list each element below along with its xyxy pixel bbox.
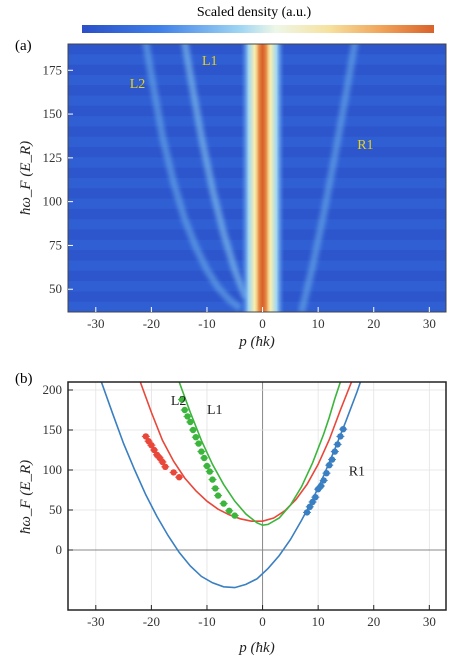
curve-L2 [139, 382, 353, 522]
curve-R1 [100, 382, 362, 589]
data-point-R1 [309, 498, 316, 506]
y-axis-label-a: ħω_F (E_R) [18, 141, 34, 215]
colorbar [82, 25, 434, 33]
y-tick-label-a: 125 [43, 150, 63, 165]
curve-L1 [178, 382, 342, 527]
heatmap-frame [67, 43, 447, 313]
data-point-R1 [339, 426, 347, 433]
heatmap-branch-R1 [298, 44, 359, 312]
panel-b-label: (b) [15, 371, 33, 387]
data-point-R1 [337, 433, 344, 440]
x-tick-label-a: -20 [143, 316, 160, 331]
line-label-L1: L1 [207, 403, 223, 418]
y-tick-label-a: 175 [43, 62, 63, 77]
x-tick-label-a: 30 [423, 316, 436, 331]
y-tick-label-b: 100 [43, 462, 63, 477]
heatmap-branch-L1 [181, 44, 250, 300]
data-point-L1 [195, 440, 202, 447]
plot-area [68, 382, 446, 610]
x-axis-label-a: p (ħk) [238, 334, 274, 350]
data-point-L2 [175, 474, 183, 481]
x-tick-label-b: 20 [367, 614, 380, 629]
data-point-L2 [142, 433, 150, 440]
x-axis-label-b: p (ħk) [238, 640, 274, 656]
y-tick-label-a: 50 [49, 281, 62, 296]
data-point-L1 [214, 492, 222, 499]
data-point-L2 [159, 458, 166, 466]
x-tick-label-b: 10 [312, 614, 325, 629]
data-point-L2 [150, 446, 158, 454]
line-panel: -30 -20 -10 0 10 20 30 0 50 100 150 200 p (ħk) ħω_F… [18, 381, 447, 656]
data-point-R1 [326, 462, 333, 469]
x-tick-label-b: -10 [198, 614, 215, 629]
heatmap-peak-core [258, 44, 267, 312]
y-tick-label-b: 50 [49, 502, 62, 517]
panel-a-label: (a) [15, 38, 32, 54]
line-label-R1: R1 [349, 465, 365, 480]
data-point-R1 [303, 509, 311, 516]
heatmap-branch-L2 [142, 44, 243, 312]
y-axis-label-b: ħω_F (E_R) [18, 460, 34, 534]
y-tick-label-a: 75 [49, 237, 62, 252]
line-label-L2: L2 [171, 394, 187, 409]
data-point-L1 [181, 406, 188, 414]
x-tick-label-b: 30 [423, 614, 436, 629]
data-point-L1 [226, 507, 233, 514]
heatmap-label-L1: L1 [202, 54, 218, 69]
data-point-L2 [162, 463, 169, 470]
data-point-R1 [312, 494, 319, 501]
y-tick-label-b: 200 [43, 382, 63, 397]
y-tick-label-a: 100 [43, 194, 63, 209]
x-tick-label-a: -10 [198, 316, 215, 331]
data-point-L1 [189, 426, 197, 434]
data-point-L1 [198, 448, 205, 455]
data-point-L1 [206, 468, 213, 475]
data-point-L1 [192, 434, 200, 441]
data-point-L1 [200, 454, 208, 462]
data-point-R1 [334, 441, 341, 448]
x-tick-label-b: 0 [259, 614, 266, 629]
data-point-L1 [212, 485, 219, 492]
y-tick-label-b: 150 [43, 422, 63, 437]
data-point-R1 [306, 503, 314, 510]
data-point-L1 [220, 500, 227, 507]
data-point-L1 [203, 462, 211, 470]
y-tick-label-a: 150 [43, 106, 63, 121]
data-point-L1 [187, 418, 194, 426]
data-point-L1 [209, 476, 216, 483]
data-point-R1 [328, 456, 336, 463]
data-point-L1 [184, 413, 191, 420]
x-tick-label-a: 20 [367, 316, 380, 331]
data-point-R1 [317, 482, 325, 490]
x-tick-label-b: -30 [87, 614, 104, 629]
y-tick-label-b: 0 [56, 542, 63, 557]
x-tick-label-a: 0 [259, 316, 266, 331]
data-point-L2 [148, 442, 155, 449]
x-tick-label-b: -20 [143, 614, 160, 629]
data-point-L1 [231, 512, 238, 519]
x-tick-label-a: 10 [312, 316, 325, 331]
plot-frame [67, 381, 447, 611]
data-point-L1 [178, 396, 186, 403]
heatmap-label-L2: L2 [130, 77, 146, 92]
colorbar-title: Scaled density (a.u.) [197, 5, 312, 20]
data-point-R1 [320, 477, 327, 484]
heatmap-label-R1: R1 [357, 138, 373, 153]
x-tick-label-a: -30 [87, 316, 104, 331]
data-point-R1 [323, 470, 330, 477]
data-point-L2 [170, 469, 177, 476]
data-point-R1 [331, 448, 339, 455]
